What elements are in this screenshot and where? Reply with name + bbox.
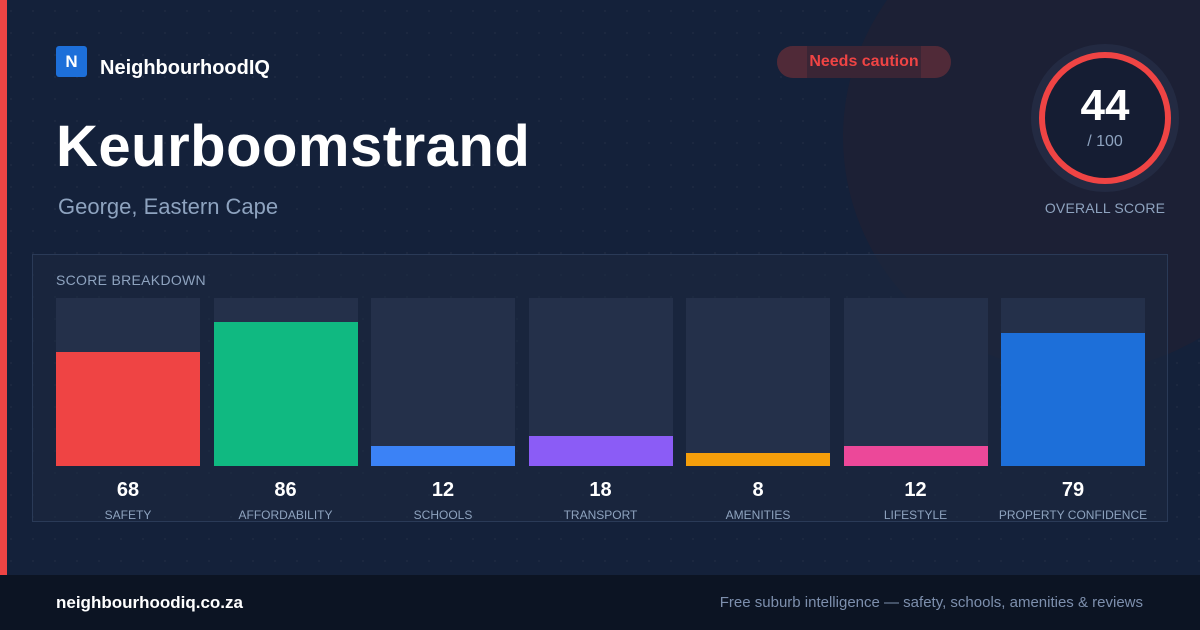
overall-score-caption: OVERALL SCORE bbox=[1044, 200, 1166, 216]
bar-value-property-confidence: 79 bbox=[1061, 479, 1085, 501]
score-bar-transport: 18 TRANSPORT bbox=[528, 298, 673, 522]
bar-track bbox=[843, 298, 988, 466]
bar-value-affordability: 86 bbox=[274, 479, 297, 501]
bar-fill-safety bbox=[56, 351, 200, 466]
accent-stripe bbox=[0, 0, 7, 575]
status-badge: Needs caution bbox=[777, 46, 951, 78]
bar-fill-transport bbox=[528, 435, 673, 466]
score-ring-circle bbox=[1039, 52, 1171, 184]
suburb-name: Keurboomstrand bbox=[56, 114, 531, 179]
bar-fill-property-confidence bbox=[1001, 333, 1145, 466]
score-bar-lifestyle: 12 LIFESTYLE bbox=[843, 298, 988, 522]
bar-label-property-confidence: PROPERTY CONFIDENCE bbox=[998, 508, 1148, 522]
bar-fill-schools bbox=[371, 445, 515, 466]
score-bar-affordability: 86 AFFORDABILITY bbox=[213, 298, 358, 522]
bar-track bbox=[1001, 298, 1145, 466]
bar-value-lifestyle: 12 bbox=[904, 479, 927, 501]
score-ring-graphic bbox=[1031, 44, 1179, 192]
bar-label-lifestyle: LIFESTYLE bbox=[883, 508, 948, 522]
brand-logo-icon: N bbox=[56, 46, 87, 77]
score-bar-safety: 68 SAFETY bbox=[56, 298, 200, 522]
score-bar-schools: 12 SCHOOLS bbox=[371, 298, 515, 522]
status-badge-label: Needs caution bbox=[809, 53, 919, 70]
bar-track bbox=[528, 298, 673, 466]
overall-score-value: 44 bbox=[1080, 81, 1130, 130]
bar-track bbox=[686, 298, 830, 466]
bar-value-safety: 68 bbox=[116, 479, 140, 501]
score-breakdown-title: SCORE BREAKDOWN bbox=[56, 272, 206, 288]
suburb-location: George, Eastern Cape bbox=[58, 194, 279, 219]
bar-track bbox=[56, 298, 200, 466]
bar-value-schools: 12 bbox=[431, 479, 455, 501]
bar-label-affordability: AFFORDABILITY bbox=[238, 508, 333, 522]
bar-track bbox=[371, 298, 515, 466]
badge-cap-left bbox=[777, 46, 807, 78]
bar-fill-lifestyle bbox=[843, 445, 988, 466]
footer-site-url: neighbourhoodiq.co.za bbox=[56, 593, 243, 612]
bar-label-safety: SAFETY bbox=[104, 508, 152, 522]
brand-name: NeighbourhoodIQ bbox=[100, 57, 270, 79]
overall-score-max: / 100 bbox=[1087, 133, 1123, 150]
score-breakdown-panel: SCORE BREAKDOWN 68 SAFETY 86 AFFORDABILITY 1… bbox=[32, 254, 1168, 522]
bar-track bbox=[213, 298, 358, 466]
bar-value-amenities: 8 bbox=[752, 479, 764, 501]
score-bar-property-confidence: 79 PROPERTY CONFIDENCE bbox=[999, 298, 1147, 522]
bar-label-transport: TRANSPORT bbox=[563, 508, 638, 522]
footer: neighbourhoodiq.co.za Free suburb intell… bbox=[0, 575, 1200, 630]
bar-fill-amenities bbox=[686, 452, 830, 466]
bar-fill-affordability bbox=[213, 321, 358, 466]
footer-tagline: Free suburb intelligence — safety, schoo… bbox=[719, 594, 1143, 611]
overall-score-ring: 44 / 100 bbox=[1030, 43, 1180, 193]
score-bar-amenities: 8 AMENITIES bbox=[686, 298, 830, 522]
bar-label-schools: SCHOOLS bbox=[413, 508, 473, 522]
badge-cap-right bbox=[921, 46, 951, 78]
bar-label-amenities: AMENITIES bbox=[725, 508, 791, 522]
bar-value-transport: 18 bbox=[589, 479, 612, 501]
